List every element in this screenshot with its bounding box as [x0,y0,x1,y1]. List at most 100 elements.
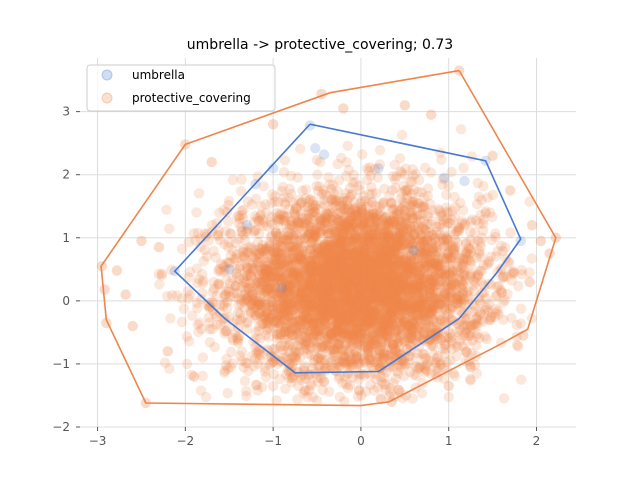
point-protective-covering [461,313,472,324]
point-protective-covering [404,230,416,242]
point-protective-covering [386,312,397,323]
point-protective-covering [361,368,372,379]
point-protective-covering [222,296,233,307]
point-protective-covering [251,379,263,391]
point-protective-covering [383,273,394,284]
point-protective-covering [241,292,253,304]
point-protective-covering [378,260,389,271]
point-protective-covering [342,290,354,302]
point-protective-covering [422,183,434,194]
point-protective-covering [378,279,390,291]
point-protective-covering [410,168,421,180]
point-protective-covering [419,327,430,338]
point-protective-covering [375,206,386,217]
point-protective-covering [329,342,340,354]
point-protective-covering [371,258,383,269]
point-protective-covering [222,388,233,399]
point-protective-covering [311,325,323,337]
point-protective-covering [316,276,327,288]
point-protective-covering [339,271,350,282]
point-protective-covering [354,269,366,280]
point-protective-covering [286,216,297,227]
point-protective-covering [294,268,305,280]
point-protective-covering [316,296,328,307]
point-protective-covering [418,243,430,254]
point-protective-covering [264,237,275,249]
point-protective-covering [308,195,319,207]
point-protective-covering [266,219,278,230]
point-protective-covering [384,261,395,272]
point-protective-covering [208,245,219,257]
point-protective-covering [392,277,403,288]
point-protective-covering [320,293,331,304]
point-protective-covering [220,360,232,371]
point-protective-covering [468,319,480,330]
point-protective-covering [385,283,396,294]
point-protective-covering [253,215,264,227]
point-protective-covering [318,307,329,318]
point-protective-covering [405,225,417,236]
point-protective-covering [398,230,410,241]
point-protective-covering [353,288,365,299]
point-protective-covering [254,343,266,355]
point-protective-covering [379,238,390,249]
point-protective-covering [372,288,383,299]
point-protective-covering [468,280,479,291]
point-protective-covering [309,354,320,366]
point-protective-covering [393,299,405,310]
point-protective-covering [412,363,423,375]
point-protective-covering [441,240,452,251]
point-protective-covering [390,253,401,265]
point-protective-covering [390,324,401,335]
point-protective-covering [264,241,275,252]
point-protective-covering [407,170,419,181]
point-protective-covering [253,300,264,311]
point-protective-covering [362,310,373,321]
point-protective-covering [297,324,309,336]
point-protective-covering [449,370,461,382]
point-protective-covering [386,247,398,259]
point-protective-covering [465,375,476,386]
point-protective-covering [404,266,415,278]
point-protective-covering [325,213,336,224]
point-protective-covering [239,375,251,387]
point-protective-covering [526,313,538,324]
point-protective-covering [318,263,329,274]
point-protective-covering [433,299,445,311]
point-protective-covering [398,279,409,290]
point-protective-covering [311,300,322,312]
point-protective-covering [416,300,427,311]
point-protective-covering [407,310,419,321]
point-protective-covering [405,330,417,341]
point-protective-covering [178,303,190,314]
point-protective-covering [339,295,350,306]
point-protective-covering [258,269,269,280]
point-protective-covering [342,367,353,379]
point-protective-covering [446,335,457,346]
point-protective-covering [368,233,379,244]
point-protective-covering [372,323,383,335]
point-protective-covering [427,243,438,254]
point-protective-covering [387,298,398,310]
point-protective-covering [363,333,375,345]
point-protective-covering [353,265,364,276]
point-protective-covering [390,326,401,338]
point-protective-covering [436,208,447,219]
point-protective-covering [305,284,316,295]
point-protective-covering [403,304,414,315]
point-protective-covering [340,283,351,295]
point-protective-covering [330,273,341,284]
point-protective-covering [250,245,261,256]
point-protective-covering [337,239,349,250]
point-protective-covering [371,222,382,233]
point-protective-covering [296,197,307,209]
point-protective-covering [306,282,317,293]
point-protective-covering [439,287,450,298]
point-protective-covering [230,281,241,292]
point-protective-covering [465,256,477,267]
point-protective-covering [338,196,349,207]
point-protective-covering [347,331,358,342]
point-protective-covering [378,346,390,358]
point-protective-covering [347,316,359,327]
point-protective-covering [257,267,268,278]
